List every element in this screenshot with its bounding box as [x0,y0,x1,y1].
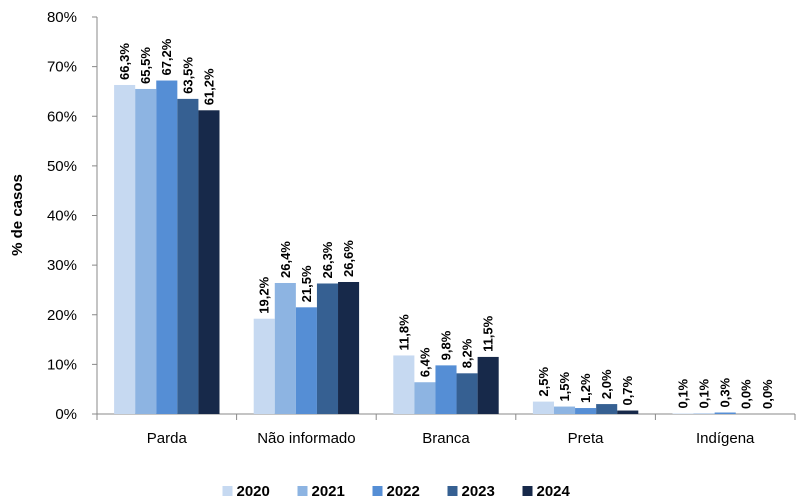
value-label: 65,5% [138,47,153,84]
legend-swatch [522,486,533,496]
y-tick-label: 40% [47,208,77,225]
legend-swatch [372,486,383,496]
bar [575,408,597,414]
bar [177,98,199,414]
y-tick-label: 20% [47,307,77,324]
value-label: 0,3% [718,377,733,407]
legend-label: 2023 [462,483,495,499]
y-tick-label: 30% [47,257,77,274]
bar [456,373,478,414]
bar [316,283,339,414]
bar [338,281,360,414]
value-label: 0,0% [739,379,754,409]
value-label: 11,8% [396,314,411,351]
bar [553,406,576,414]
legend-swatch [222,486,233,496]
bar [295,307,317,414]
x-tick-label: Parda [147,430,188,447]
value-label: 66,3% [117,43,132,80]
value-label: 8,2% [460,338,475,368]
bar [532,401,554,414]
legend-label: 2021 [312,483,345,499]
value-label: 61,2% [201,68,216,105]
bar [414,382,436,414]
bar [477,356,499,414]
bar [253,318,275,414]
value-label: 1,5% [557,371,572,401]
y-tick-label: 80% [47,9,77,26]
value-label: 19,2% [257,276,272,313]
x-tick-label: Preta [568,430,605,447]
value-label: 0,0% [760,379,775,409]
bar [198,110,220,415]
value-label: 6,4% [417,347,432,377]
value-label: 1,2% [578,373,593,403]
value-label: 2,0% [599,369,614,399]
legend-label: 2022 [387,483,420,499]
bar [596,404,618,414]
value-label: 26,6% [341,240,356,277]
y-tick-label: 50% [47,158,77,175]
value-label: 0,1% [675,378,690,408]
y-tick-label: 10% [47,356,77,373]
legend-swatch [447,486,458,496]
bar [617,410,639,414]
y-axis-label: % de casos [9,174,26,256]
value-label: 2,5% [536,367,551,397]
bar [274,282,296,414]
bar [714,412,736,414]
value-label: 0,1% [697,378,712,408]
y-tick-label: 0% [55,406,77,423]
value-label: 21,5% [299,265,314,302]
value-label: 11,5% [481,315,496,352]
y-tick-label: 60% [47,108,77,125]
legend-label: 2024 [537,483,571,499]
bar [435,365,457,414]
x-tick-label: Branca [422,430,470,447]
legend-swatch [297,486,308,496]
x-tick-label: Indígena [696,430,755,447]
value-label: 0,7% [620,375,635,405]
y-tick-label: 70% [47,59,77,76]
value-label: 26,4% [278,241,293,278]
value-label: 63,5% [180,57,195,94]
bar [156,80,178,415]
value-label: 67,2% [159,38,174,75]
bar [114,84,136,414]
x-tick-label: Não informado [257,430,355,447]
value-label: 9,8% [438,330,453,360]
legend-label: 2020 [237,483,270,499]
bar [135,88,157,415]
value-label: 26,3% [320,241,335,278]
bar [393,355,415,414]
